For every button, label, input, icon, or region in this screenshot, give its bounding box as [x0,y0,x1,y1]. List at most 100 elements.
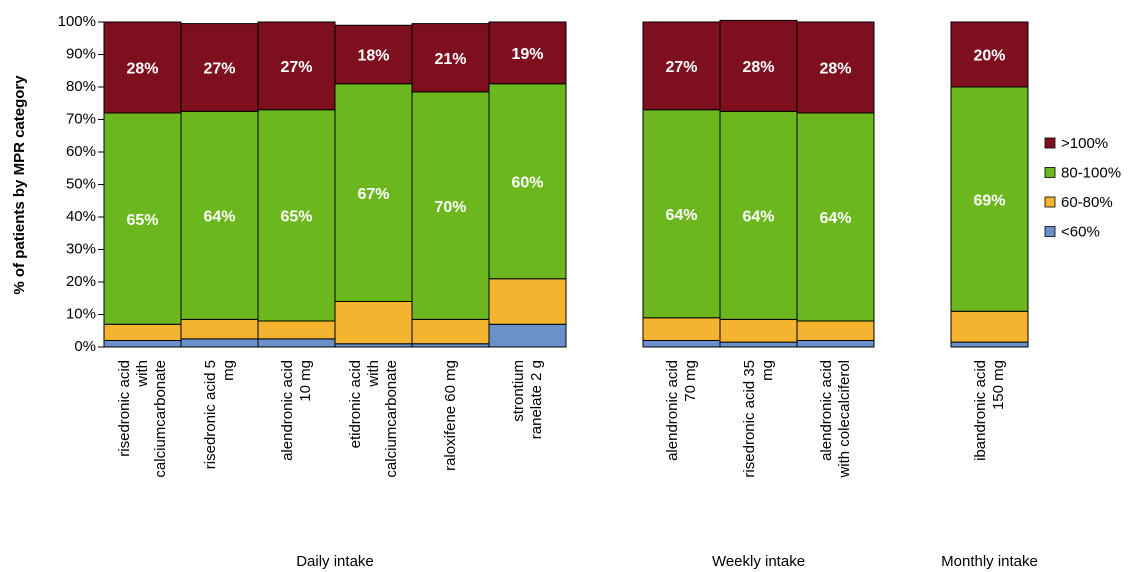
legend-label: 80-100% [1061,164,1121,181]
bar-segment [257,109,336,322]
x-tick-label: risedronic acid 35 mg [740,360,776,478]
legend-label: >100% [1061,135,1108,152]
x-tick-label-box: risedronic acid with calciumcarbonate [104,360,181,530]
y-tick-label: 60% [66,143,96,160]
value-label: 18% [357,48,389,65]
x-tick-label: alendronic acid 10 mg [278,360,314,461]
x-tick-label-box: strontium ranelate 2 g [489,360,566,530]
bar-segment [180,318,259,340]
legend-swatch [1044,167,1056,178]
x-tick-label: etidronic acid with calciumcarbonate [346,360,400,478]
y-tick-label: 40% [66,208,96,225]
group-label: Weekly intake [712,553,805,570]
bar-segment [642,340,721,348]
bar-segment [103,323,182,341]
legend-label: 60-80% [1061,194,1113,211]
bar-segment [411,23,490,93]
x-tick-label: risedronic acid with calciumcarbonate [115,360,169,478]
legend-swatch [1044,196,1056,208]
bar-segment [950,21,1029,88]
bar-segment [950,310,1029,343]
value-label: 60% [511,174,543,191]
bar-segment [796,320,875,341]
group-label: Daily intake [296,553,374,570]
legend-swatch [1044,137,1056,149]
bar-segment [719,19,798,112]
bar-segment [103,112,182,325]
x-tick-label-box: risedronic acid 5 mg [181,360,258,530]
y-tick-label: 90% [66,45,96,62]
x-tick-label: alendronic acid with colecalciferol [817,360,853,478]
value-label: 64% [819,210,851,227]
bar-segment [488,21,567,85]
bar-segment [103,340,182,348]
bar-segment [719,318,798,343]
bar-segment [180,110,259,320]
bar-segment [488,323,567,348]
bar-segment [334,83,413,302]
bar-segment [719,341,798,348]
x-tick-label: alendronic acid 70 mg [663,360,699,461]
value-label: 21% [434,51,466,68]
y-tick-label: 30% [66,240,96,257]
bar-segment [180,23,259,112]
bar-segment [488,278,567,325]
x-tick-label: risedronic acid 5 mg [201,360,237,470]
bar-segment [257,338,336,348]
value-label: 28% [819,61,851,78]
value-label: 27% [665,59,697,76]
value-label: 20% [973,48,1005,65]
value-label: 65% [280,209,312,226]
bar-segment [719,110,798,320]
bar-segment [103,21,182,114]
x-tick-label-box: ibandronic acid 150 mg [951,360,1028,530]
x-tick-label: ibandronic acid 150 mg [971,360,1007,461]
x-tick-label-box: raloxifene 60 mg [412,360,489,530]
bar-segment [257,21,336,111]
legend-swatch [1044,226,1056,237]
bar-segment [642,109,721,319]
value-label: 64% [742,209,774,226]
bar-segment [334,24,413,85]
value-label: 67% [357,186,389,203]
bar-segment [180,338,259,348]
bar-segment [411,91,490,320]
value-label: 27% [203,61,235,78]
value-label: 28% [742,59,774,76]
y-tick-label: 50% [66,175,96,192]
value-label: 65% [126,212,158,229]
bar-segment [642,317,721,341]
y-tick-label: 80% [66,78,96,95]
x-tick-label-box: alendronic acid with colecalciferol [797,360,874,530]
x-tick-label-box: risedronic acid 35 mg [720,360,797,530]
value-label: 69% [973,192,1005,209]
x-tick-label: raloxifene 60 mg [441,360,459,471]
y-tick-label: 10% [66,305,96,322]
value-label: 64% [665,207,697,224]
x-tick-label-box: etidronic acid with calciumcarbonate [335,360,412,530]
bar-segment [950,86,1029,312]
value-label: 70% [434,199,466,216]
bar-segment [334,301,413,345]
bar-segment [796,21,875,114]
x-tick-label-box: alendronic acid 10 mg [258,360,335,530]
y-tick-label: 70% [66,110,96,127]
x-tick-label-box: alendronic acid 70 mg [643,360,720,530]
bar-segment [950,341,1029,348]
bar-segment [796,112,875,322]
value-label: 27% [280,59,312,76]
bar-segment [257,320,336,340]
bar-segment [411,318,490,345]
x-tick-label: strontium ranelate 2 g [509,360,545,440]
y-tick-label: 20% [66,273,96,290]
group-label: Monthly intake [941,553,1038,570]
bar-segment [796,340,875,348]
bar-segment [488,83,567,280]
legend-label: <60% [1061,223,1100,240]
value-label: 64% [203,209,235,226]
value-label: 28% [126,61,158,78]
value-label: 19% [511,46,543,63]
y-tick-label: 100% [58,13,96,30]
